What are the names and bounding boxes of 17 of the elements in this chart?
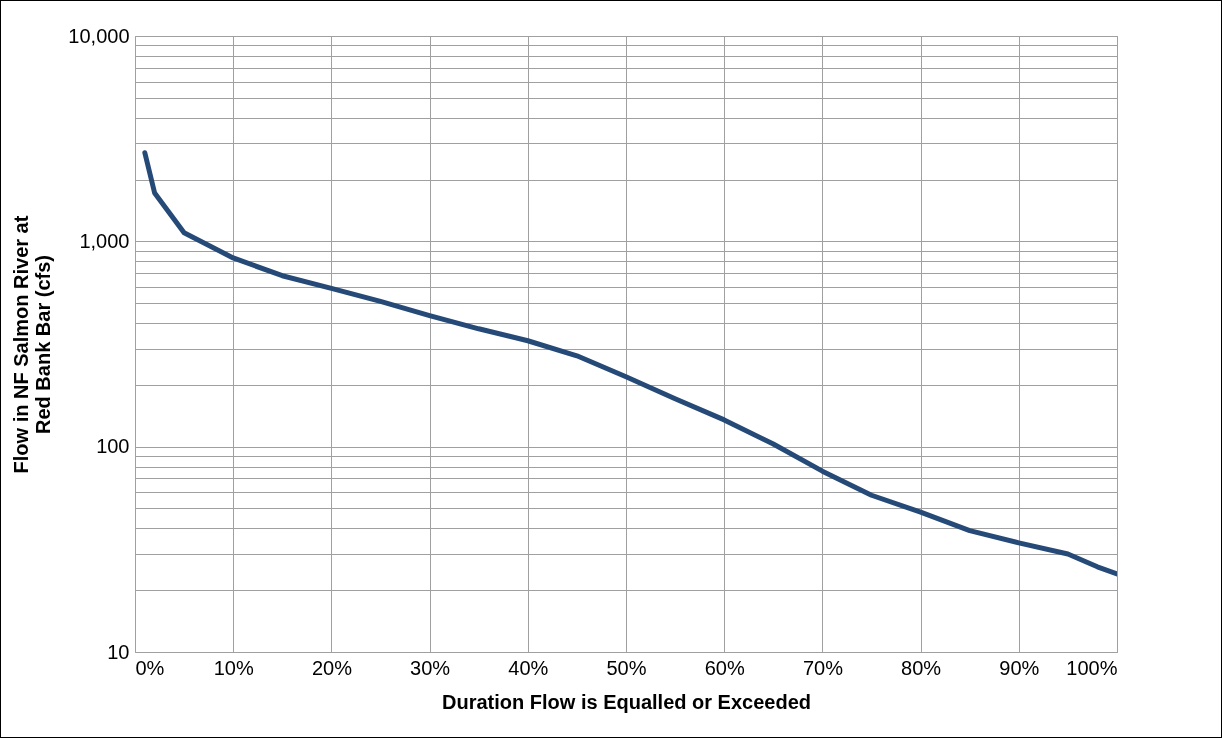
x-tick-label: 0%: [135, 656, 165, 679]
x-axis-title: Duration Flow is Equalled or Exceeded: [442, 690, 811, 713]
x-tick-label: 100%: [1066, 656, 1118, 679]
y-tick-label: 1,000: [79, 229, 130, 252]
x-tick-label: 10%: [213, 656, 254, 679]
x-tick-label: 40%: [508, 656, 549, 679]
y-tick-label: 100: [96, 435, 130, 458]
x-tick-label: 60%: [704, 656, 745, 679]
x-tick-label: 20%: [311, 656, 353, 679]
x-tick-label: 90%: [999, 656, 1040, 679]
y-tick-label: 10,000: [68, 24, 130, 47]
x-tick-label: 50%: [606, 656, 647, 679]
x-tick-label: 30%: [410, 656, 451, 679]
x-tick-label: 80%: [901, 656, 942, 679]
y-tick-label: 10: [107, 640, 130, 663]
y-axis-title: Flow in NF Salmon River at Red Bank Bar (cfs): [10, 215, 55, 474]
x-tick-label: 70%: [802, 656, 844, 679]
